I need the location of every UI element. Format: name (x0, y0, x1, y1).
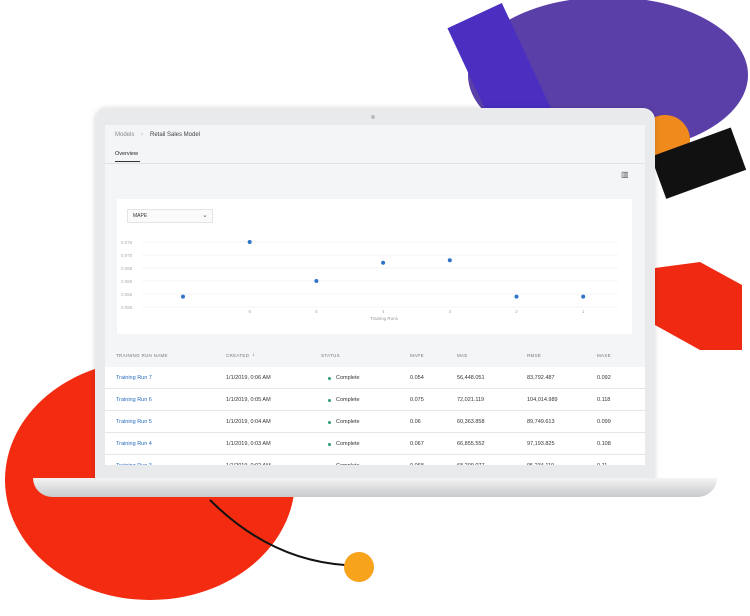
table-cell: 66,855.552 (457, 441, 485, 447)
striped-block (650, 127, 747, 199)
table-cell: 0.067 (410, 441, 424, 447)
table-cell: 1/1/2019, 0:04 AM (226, 419, 271, 425)
table-cell: 1/1/2019, 0:05 AM (226, 397, 271, 403)
column-header[interactable]: STATUS (321, 353, 340, 358)
column-header[interactable]: MAPE (410, 353, 424, 358)
chart-card: MAPE ⌄ 0.075 0.070 0.065 0.060 0.055 0.050 6 5 4… (117, 199, 632, 334)
x-tick-label: 4 (382, 309, 385, 314)
table-cell: Complete (336, 441, 360, 447)
table-cell: 95,234.119 (527, 463, 554, 465)
y-tick-label: 0.050 (121, 305, 133, 310)
chevron-down-icon: ⌄ (202, 212, 208, 219)
app-screen: Models › Retail Sales Model Overview ▥ M… (105, 125, 645, 465)
table-cell: 104,014.989 (527, 397, 558, 403)
breadcrumb-parent[interactable]: Models (115, 132, 135, 138)
data-point[interactable] (581, 294, 586, 299)
training-run-link[interactable]: Training Run 3 (116, 463, 152, 465)
blue-bar (447, 2, 553, 138)
x-tick-label: 3 (449, 309, 452, 314)
data-point[interactable] (181, 294, 185, 299)
column-header[interactable]: CREATED (226, 353, 250, 358)
laptop-base (33, 478, 717, 497)
training-run-link[interactable]: Training Run 7 (116, 375, 152, 381)
training-runs-table: TRAINING RUN NAME CREATED ↓ STATUS MAPE MAE RM… (105, 345, 645, 465)
training-run-link[interactable]: Training Run 4 (116, 441, 152, 447)
table-cell: 68,209.077 (457, 463, 485, 465)
table-header: TRAINING RUN NAME CREATED ↓ STATUS MAPE MAE RM… (105, 345, 645, 367)
status-dot-icon (328, 377, 331, 380)
table-cell: 1/1/2019, 0:06 AM (226, 375, 271, 381)
table-cell: Complete (336, 419, 360, 425)
table-cell: 83,792.487 (527, 375, 555, 381)
divider (105, 163, 645, 164)
table-row[interactable]: Training Run 4 1/1/2019, 0:03 AM Complete 0… (105, 433, 645, 455)
table-row[interactable]: Training Run 6 1/1/2019, 0:05 AM Complete 0… (105, 389, 645, 411)
table-cell: 0.06 (410, 419, 421, 425)
x-tick-label: 5 (315, 309, 318, 314)
data-point[interactable] (381, 260, 386, 265)
table-cell: 60,363.858 (457, 419, 485, 425)
camera (371, 115, 375, 119)
status-dot-icon (328, 399, 331, 402)
red-box (655, 262, 742, 350)
table-cell: 72,021.119 (457, 397, 485, 403)
arrow-down-icon[interactable]: ↓ (252, 352, 256, 358)
table-cell: Complete (336, 375, 360, 381)
tab-underline (115, 161, 140, 162)
table-row[interactable]: Training Run 7 1/1/2019, 0:06 AM Complete 0… (105, 367, 645, 389)
scatter-chart: 0.075 0.070 0.065 0.060 0.055 0.050 6 5 4 3 2 1 Trai… (121, 240, 618, 321)
cord (209, 499, 346, 566)
column-header[interactable]: MAE (457, 353, 468, 358)
y-tick-label: 0.070 (121, 253, 133, 258)
table-cell: 0.11 (597, 463, 607, 465)
x-tick-label: 2 (515, 309, 518, 314)
breadcrumb-current: Retail Sales Model (150, 132, 201, 138)
status-dot-icon (328, 421, 331, 424)
column-header[interactable]: TRAINING RUN NAME (116, 353, 168, 358)
table-cell: Complete (336, 397, 360, 403)
data-point[interactable] (247, 240, 252, 244)
table-cell: 0.108 (597, 441, 611, 447)
table-cell: 56,448.051 (457, 375, 485, 381)
training-run-link[interactable]: Training Run 6 (116, 397, 152, 403)
breadcrumb-separator: › (141, 132, 143, 138)
y-tick-label: 0.075 (121, 240, 133, 245)
table-cell: 89,749.613 (527, 419, 555, 425)
table-cell: 97,193.825 (527, 441, 555, 447)
y-tick-label: 0.055 (121, 292, 133, 297)
orange-ball (344, 552, 374, 582)
metric-select[interactable]: MAPE ⌄ (127, 209, 213, 223)
table-row[interactable]: Training Run 5 1/1/2019, 0:04 AM Complete 0… (105, 411, 645, 433)
data-point[interactable] (314, 279, 319, 283)
x-tick-label: 6 (248, 309, 251, 314)
column-header[interactable]: MASE (597, 353, 611, 358)
table-cell: 0.099 (597, 419, 611, 425)
table-cell: 1/1/2019, 0:03 AM (226, 441, 271, 447)
columns-icon[interactable]: ▥ (621, 170, 629, 179)
table-cell: 1/1/2019, 0:02 AM (226, 463, 271, 465)
table-cell: Complete (336, 463, 360, 465)
y-tick-label: 0.060 (121, 279, 133, 284)
y-tick-label: 0.065 (121, 266, 133, 271)
table-cell: 0.118 (597, 397, 611, 403)
data-point[interactable] (514, 294, 519, 299)
table-cell: 0.054 (410, 375, 424, 381)
table-cell: 0.068 (410, 463, 424, 465)
status-dot-icon (328, 443, 331, 446)
x-axis-label: Training Runs (370, 316, 399, 321)
x-tick-label: 1 (582, 309, 585, 314)
tab-overview[interactable]: Overview (115, 151, 138, 157)
table-cell: 0.075 (410, 397, 424, 403)
column-header[interactable]: RMSE (527, 353, 542, 358)
data-point[interactable] (447, 258, 452, 263)
table-cell: 0.092 (597, 375, 611, 381)
training-run-link[interactable]: Training Run 5 (116, 419, 152, 425)
table-row[interactable]: Training Run 3 1/1/2019, 0:02 AM Complete 0… (105, 455, 645, 465)
